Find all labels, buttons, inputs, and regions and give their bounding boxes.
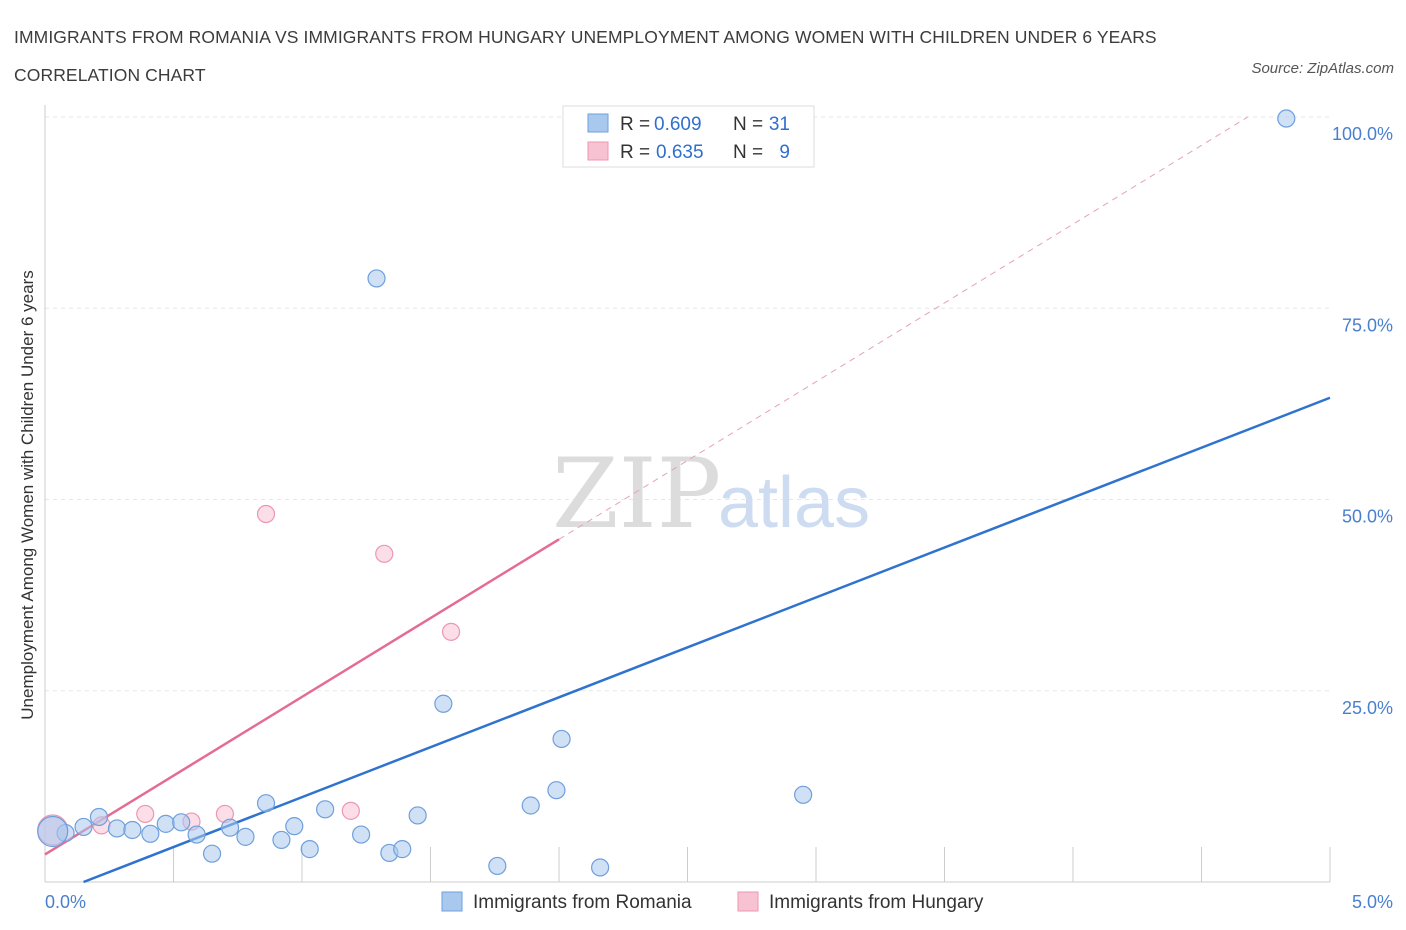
romania-n-label: N = [733,114,763,135]
hungary-trend-extension [558,116,1249,540]
y-tick-label-1: 50.0% [1342,507,1393,527]
hungary-trend-line [44,538,560,856]
hungary-point-2 [136,804,155,824]
data-points [37,109,1296,877]
romania-point-1 [74,817,93,837]
romania-point-17 [352,825,371,844]
romania-point-23 [488,856,507,876]
romania-point-20 [393,840,412,859]
axes [44,105,1331,883]
y-axis-label: Unemployment Among Women with Children U… [18,270,37,719]
chart-title: IMMIGRANTS FROM ROMANIA VS IMMIGRANTS FR… [14,27,1157,85]
romania-legend-swatch [587,113,609,133]
romania-point-24 [521,796,540,815]
romania-point-4 [123,820,142,840]
bottom-hungary-swatch [737,891,759,912]
watermark-zip: ZIP [552,438,721,550]
romania-point-2 [89,807,109,827]
y-tick-label-3: 100.0% [1332,124,1393,144]
hungary-r-label: R = [620,142,650,163]
romania-point-16 [316,800,335,819]
bottom-hungary-label: Immigrants from Hungary [769,892,984,913]
romania-point-5 [141,824,160,843]
bottom-romania-label: Immigrants from Romania [473,892,692,913]
romania-point-3 [107,819,127,838]
x-tick-label-0: 0.0% [45,892,86,912]
romania-point-30 [37,815,69,848]
hungary-n-value: 9 [779,142,790,163]
y-tick-label-0: 25.0% [1342,698,1393,718]
romania-point-14 [285,817,304,836]
bottom-romania-swatch [441,891,463,912]
romania-point-21 [408,806,427,825]
romania-point-13 [272,830,291,850]
romania-r-value: 0.609 [654,114,702,135]
romania-point-9 [202,844,222,863]
romania-point-6 [156,814,175,833]
hungary-r-value: 0.635 [656,142,704,163]
romania-point-26 [552,729,571,749]
romania-point-15 [300,840,319,859]
romania-point-11 [236,827,255,846]
watermark: ZIP atlas [552,438,870,550]
x-tick-label-1: 5.0% [1352,892,1393,912]
romania-point-27 [591,858,610,877]
stats-legend: R = 0.609 N = 31 R = 0.635 N = 9 [562,105,815,168]
hungary-point-8 [441,622,461,641]
romania-point-29 [1277,109,1296,128]
chart-source: Source: ZipAtlas.com [1251,60,1394,77]
hungary-n-label: N = [733,142,763,163]
watermark-atlas: atlas [718,463,870,543]
romania-r-label: R = [620,114,650,135]
romania-point-22 [434,694,453,713]
romania-trend-line [83,396,1331,884]
romania-point-7 [172,813,191,832]
romania-point-10 [220,818,240,837]
hungary-point-6 [341,801,360,820]
trend-lines [44,116,1331,884]
grid-lines [45,116,1330,692]
series-legend: Immigrants from Romania Immigrants from … [441,891,984,913]
romania-point-25 [547,781,566,800]
romania-n-value: 31 [769,114,790,135]
hungary-legend-swatch [587,141,609,161]
tick-labels: 25.0% 50.0% 75.0% 100.0% 0.0% 5.0% [45,124,1393,912]
y-tick-label-2: 75.0% [1342,315,1393,335]
romania-point-8 [187,825,206,844]
hungary-point-5 [256,504,276,524]
romania-point-12 [256,794,276,813]
hungary-point-7 [375,544,394,563]
romania-point-28 [794,785,813,804]
romania-point-18 [367,269,386,288]
